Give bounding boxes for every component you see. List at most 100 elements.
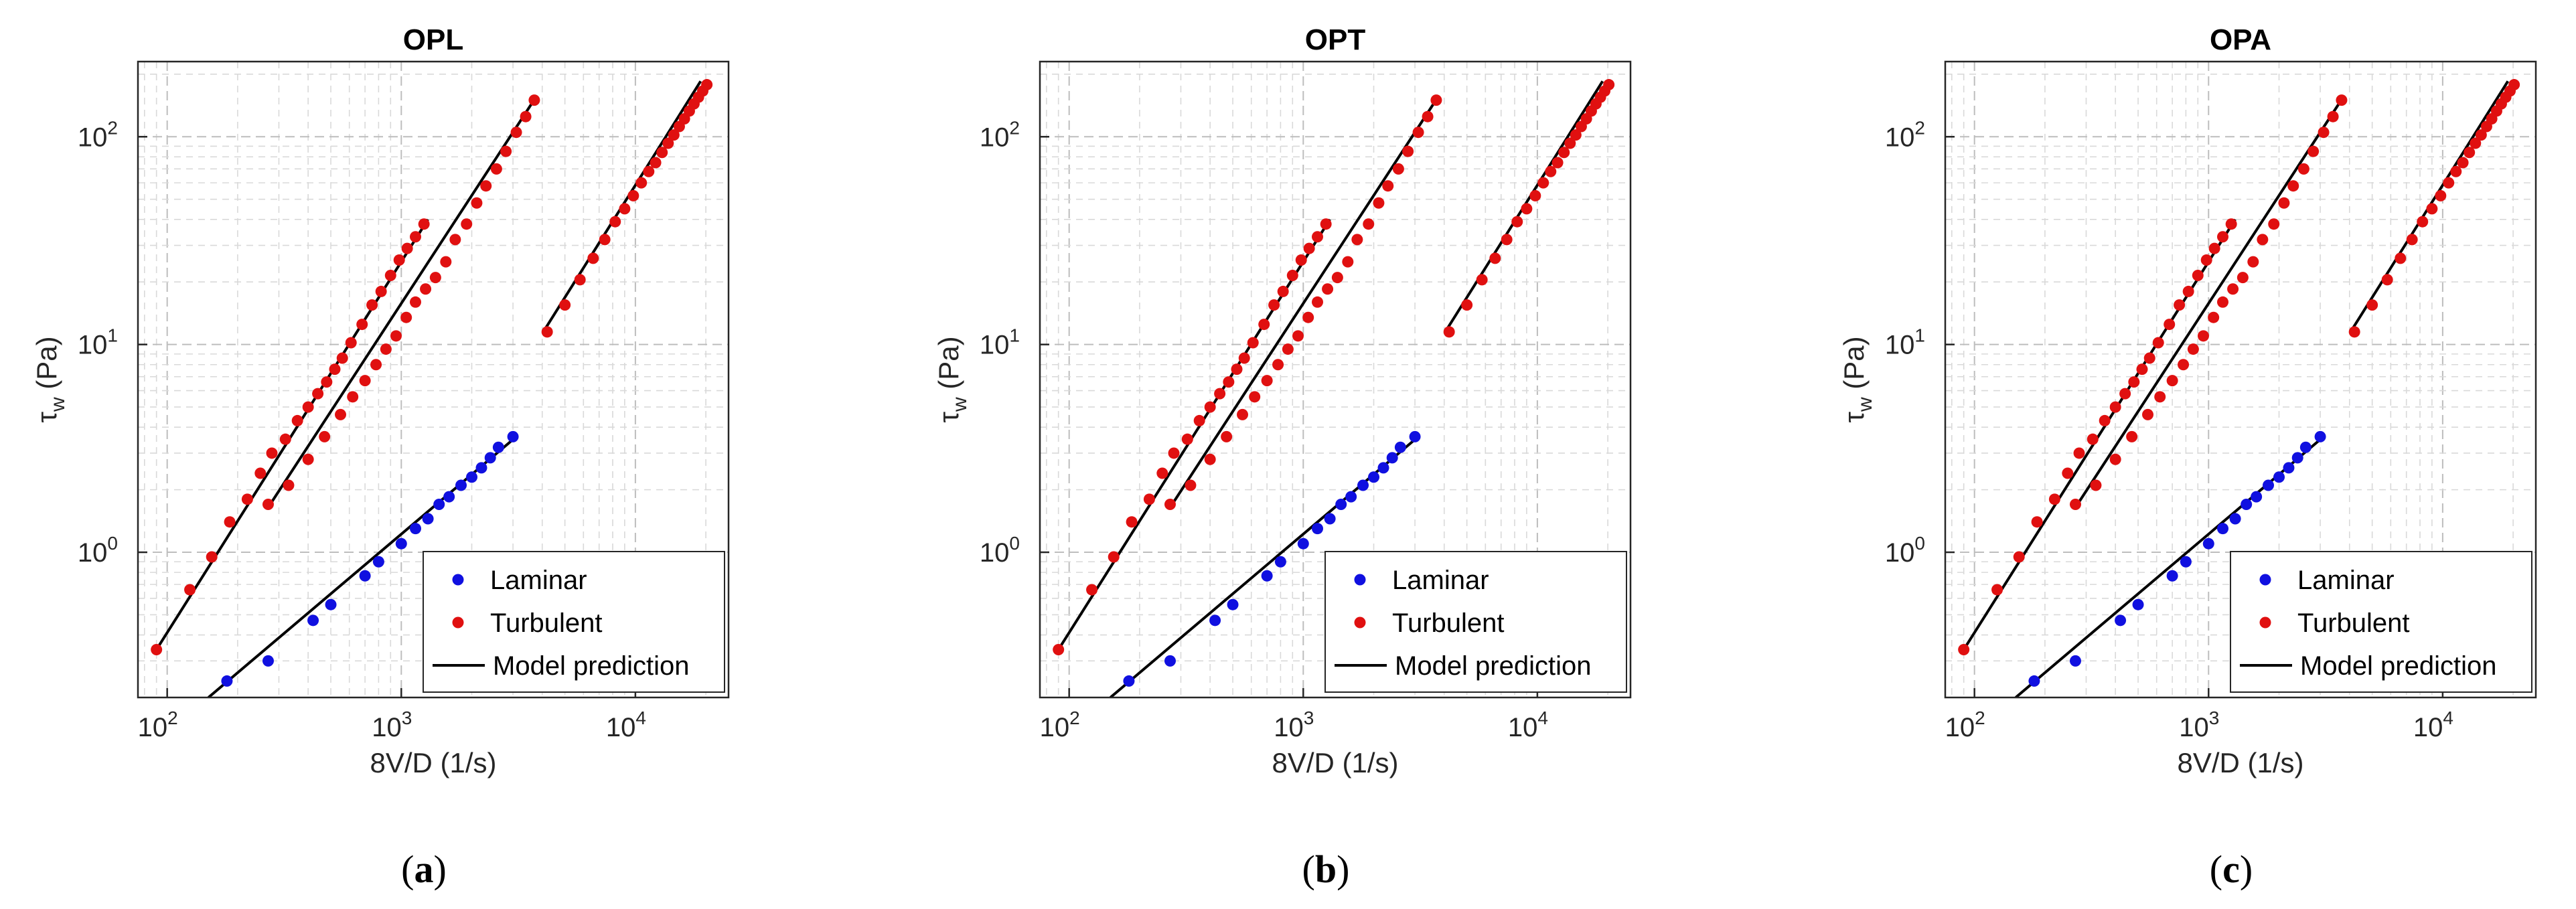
turbulent-point xyxy=(1258,319,1270,331)
turbulent-point xyxy=(283,479,295,491)
turbulent-point xyxy=(1143,493,1155,505)
turbulent-point xyxy=(2069,499,2081,511)
turbulent-point xyxy=(1237,408,1249,420)
y-tick-label: 102 xyxy=(1885,117,1925,152)
turbulent-point xyxy=(2166,375,2178,387)
turbulent-point xyxy=(2073,447,2085,459)
turbulent-point xyxy=(2457,157,2469,169)
x-tick-exponent: 2 xyxy=(167,708,178,728)
laminar-point xyxy=(466,471,478,483)
laminar-point xyxy=(484,452,496,464)
turbulent-point xyxy=(2278,197,2290,209)
series-layer xyxy=(151,79,713,697)
legend-box xyxy=(1324,551,1627,693)
legend-label: Turbulent xyxy=(2297,608,2410,638)
legend-turbulent-marker xyxy=(452,616,464,629)
turbulent-point xyxy=(2187,343,2199,355)
turbulent-point xyxy=(1311,231,1323,243)
y-axis-label-unit: (Pa) xyxy=(1838,336,1870,397)
turbulent-point xyxy=(1193,414,1205,426)
turbulent-point xyxy=(279,433,291,445)
turbulent-point xyxy=(574,274,586,286)
panel-caption-letter: c xyxy=(2222,847,2240,891)
turbulent-point xyxy=(2443,177,2455,189)
y-axis-label: τw (Pa) xyxy=(933,336,971,422)
laminar-point xyxy=(1368,471,1380,483)
x-tick-label: 102 xyxy=(138,708,178,742)
laminar-point xyxy=(2166,570,2178,582)
turbulent-point xyxy=(356,319,368,331)
turbulent-point xyxy=(1402,145,1414,157)
laminar-point xyxy=(2216,523,2228,535)
turbulent-point xyxy=(384,269,396,281)
laminar-point xyxy=(2283,462,2295,474)
turbulent-point xyxy=(1168,447,1180,459)
turbulent-point xyxy=(2381,274,2393,286)
turbulent-point xyxy=(1511,216,1523,228)
turbulent-point xyxy=(2435,189,2447,201)
legend-laminar-marker xyxy=(452,574,464,586)
turbulent-point xyxy=(2366,299,2378,311)
turbulent-point xyxy=(2192,269,2204,281)
panel-caption-letter: a xyxy=(414,847,434,891)
y-axis-label: τw (Pa) xyxy=(31,336,69,422)
turbulent-point xyxy=(1489,252,1501,264)
laminar-point xyxy=(1164,655,1176,667)
y-axis-label-subscript: w xyxy=(949,397,971,412)
turbulent-point xyxy=(1311,296,1323,308)
x-tick-exponent: 2 xyxy=(1975,708,1985,728)
turbulent-point xyxy=(366,299,378,311)
turbulent-point xyxy=(312,388,324,400)
turbulent-point xyxy=(1363,218,1375,230)
x-tick-label: 103 xyxy=(372,708,412,742)
y-tick-label: 100 xyxy=(980,533,1020,568)
turbulent-point xyxy=(656,147,668,159)
x-tick-label: 103 xyxy=(2179,708,2219,742)
laminar-point xyxy=(443,491,455,503)
laminar-point xyxy=(1311,523,1323,535)
turbulent-point xyxy=(1322,283,1334,295)
turbulent-point xyxy=(480,180,492,192)
turbulent-point xyxy=(1249,391,1261,403)
turbulent-point xyxy=(1551,157,1564,169)
turbulent-point xyxy=(2099,414,2111,426)
x-tick-label: 104 xyxy=(606,708,646,742)
legend-label: Model prediction xyxy=(2300,651,2497,681)
x-tick-exponent: 2 xyxy=(1069,708,1080,728)
x-axis-label: 8V/D (1/s) xyxy=(1272,747,1398,778)
turbulent-point xyxy=(2318,127,2330,139)
laminar-point xyxy=(2299,441,2312,453)
turbulent-point xyxy=(2426,203,2438,215)
turbulent-point xyxy=(2143,352,2155,364)
model-prediction-line xyxy=(271,94,538,503)
laminar-point xyxy=(307,614,319,627)
turbulent-point xyxy=(1521,203,1533,215)
laminar-point xyxy=(2132,598,2144,610)
turbulent-point xyxy=(1958,643,1970,655)
turbulent-point xyxy=(2464,147,2476,159)
x-axis-label: 8V/D (1/s) xyxy=(370,747,496,778)
turbulent-point xyxy=(627,189,639,201)
turbulent-point xyxy=(184,584,196,596)
y-tick-exponent: 2 xyxy=(1009,117,1020,138)
turbulent-point xyxy=(409,231,421,243)
laminar-point xyxy=(475,462,487,474)
turbulent-point xyxy=(520,110,532,122)
turbulent-point xyxy=(2031,516,2043,528)
turbulent-point xyxy=(2508,79,2520,91)
turbulent-point xyxy=(1545,165,1557,177)
turbulent-point xyxy=(2090,479,2102,491)
turbulent-point xyxy=(2297,163,2309,175)
y-axis-label-subscript: w xyxy=(47,397,69,412)
turbulent-point xyxy=(2164,319,2176,331)
turbulent-point xyxy=(329,363,341,376)
turbulent-point xyxy=(1564,137,1576,149)
turbulent-point xyxy=(2128,376,2140,388)
laminar-point xyxy=(2291,452,2303,464)
turbulent-point xyxy=(1342,256,1354,268)
turbulent-point xyxy=(668,129,680,141)
turbulent-point xyxy=(1272,359,1284,371)
turbulent-point xyxy=(510,127,522,139)
